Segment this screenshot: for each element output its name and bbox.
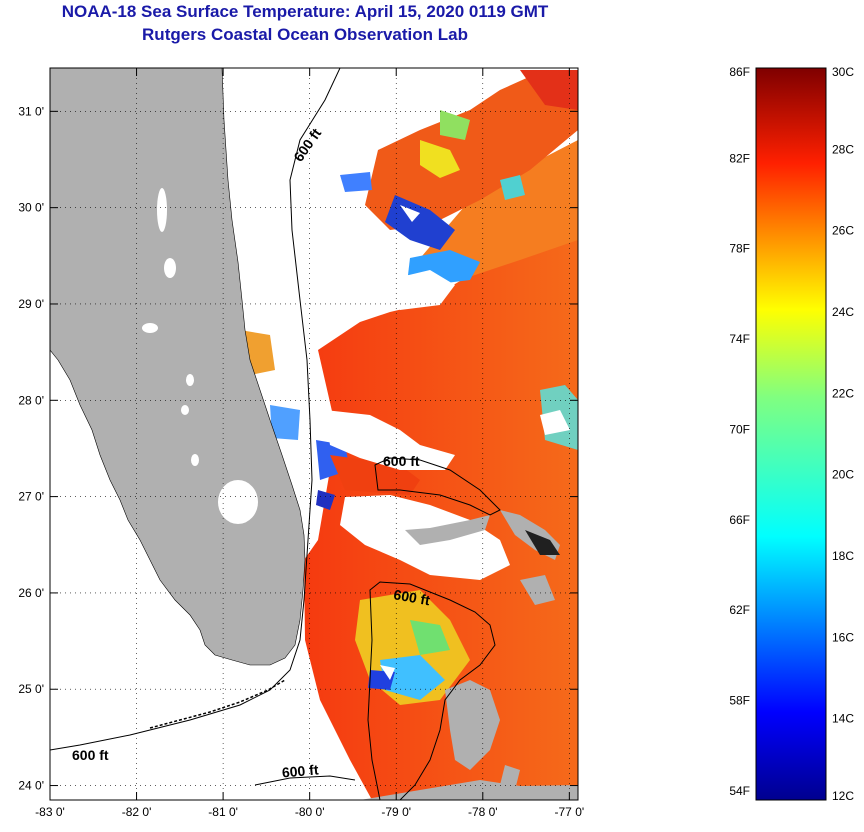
sst-field [240,70,578,800]
inland-lakes [142,188,199,466]
lon-tick-label: -78 0' [468,805,498,819]
colorbar-f-label: 54F [729,784,750,798]
lon-tick-label: -83 0' [35,805,65,819]
bahamas-dark-shelf [525,530,560,555]
cuba-edge [360,780,578,800]
lon-tick-label: -80 0' [295,805,325,819]
colorbar-c-label: 18C [832,549,854,563]
colorbar-c-label: 26C [832,224,854,238]
contour-label-4: 600 ft [72,747,109,763]
temperature-colorbar [755,67,827,801]
colorbar-c-label: 22C [832,386,854,400]
colorbar-f-label: 58F [729,694,750,708]
colorbar-c-label: 30C [832,65,854,79]
contour-label-2: 600 ft [383,453,420,469]
contour-label-5: 600 ft [281,761,319,780]
lat-tick-label: 26 0' [18,586,44,600]
florida-keys [149,679,286,729]
map-frame [49,67,579,801]
map-body: 600 ft 600 ft 600 ft 600 ft 600 ft [50,68,578,800]
map-subtitle: Rutgers Coastal Ocean Observation Lab [142,25,468,44]
lon-tick-label: -82 0' [122,805,152,819]
lat-tick-label: 25 0' [18,682,44,696]
lat-tick-label: 31 0' [18,104,44,118]
isobath-600ft [50,68,501,800]
colorbar-c-label: 28C [832,142,854,156]
axis-ticks: -83 0' -82 0' -81 0' -80 0' -79 0' -78 0' -77 … [18,68,584,819]
colorbar-c-label: 24C [832,305,854,319]
colorbar-f-label: 66F [729,513,750,527]
lake-okeechobee [218,480,258,524]
colorbar-labels: 86F 82F 78F 74F 70F 66F 62F 58F 54F 30C 28C 26C 24C 2… [729,65,854,803]
colorbar-c-label: 20C [832,468,854,482]
contour-label-3: 600 ft [392,586,431,608]
colorbar-f-label: 86F [729,65,750,79]
colorbar-f-label: 74F [729,332,750,346]
colorbar-c-label: 16C [832,630,854,644]
map-title: NOAA-18 Sea Surface Temperature: April 1… [61,2,549,21]
colorbar-f-label: 70F [729,422,750,436]
lat-tick-label: 30 0' [18,201,44,215]
lat-tick-label: 28 0' [18,393,44,407]
lat-tick-label: 24 0' [18,779,44,793]
lon-tick-label: -81 0' [208,805,238,819]
colorbar-f-label: 82F [729,151,750,165]
colorbar-c-label: 12C [832,789,854,803]
colorbar-f-label: 62F [729,603,750,617]
colorbar-c-label: 14C [832,712,854,726]
lon-tick-label: -77 0' [555,805,585,819]
lat-tick-label: 27 0' [18,490,44,504]
lon-tick-label: -79 0' [381,805,411,819]
lat-tick-label: 29 0' [18,297,44,311]
colorbar-f-label: 78F [729,242,750,256]
